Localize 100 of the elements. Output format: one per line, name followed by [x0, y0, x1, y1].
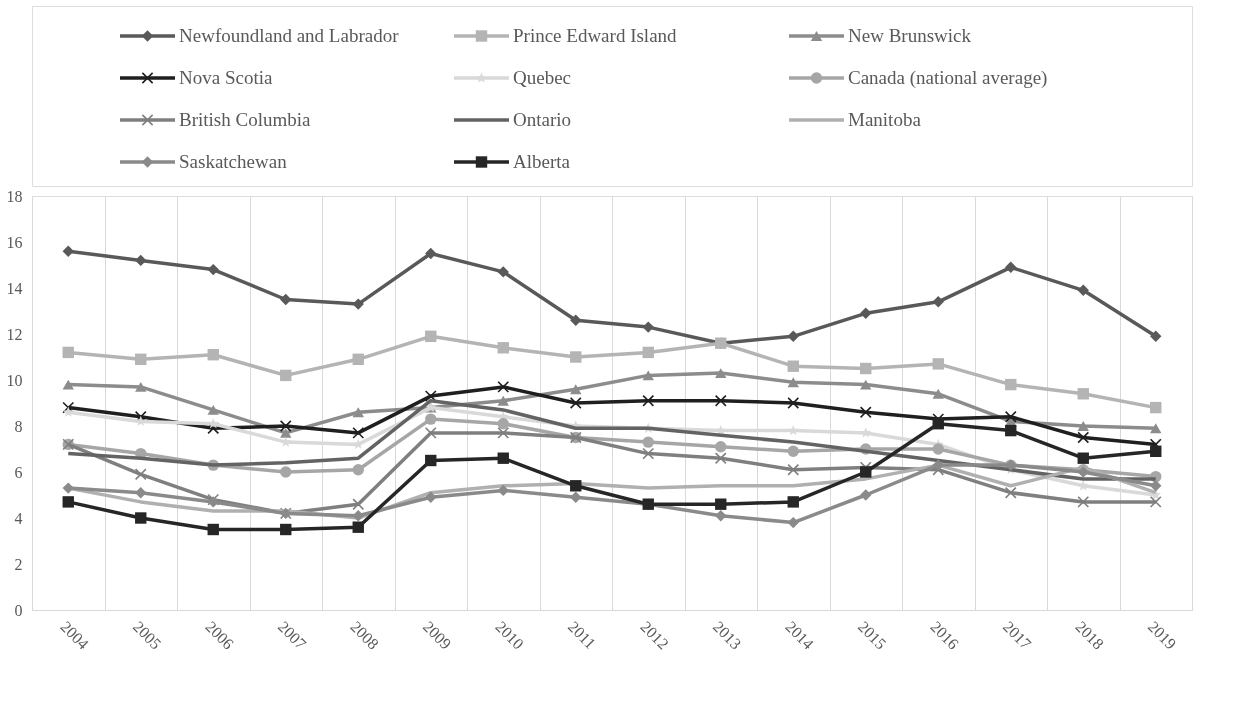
point [715, 498, 727, 510]
point [860, 489, 872, 501]
point [352, 427, 364, 439]
y-tick-label: 8 [14, 417, 23, 435]
y-tick-label: 0 [14, 601, 23, 619]
point [1150, 480, 1162, 492]
point [135, 353, 147, 365]
point [642, 395, 654, 407]
point [425, 413, 437, 425]
point [280, 369, 292, 382]
legend-label: Manitoba [848, 109, 922, 130]
point [135, 487, 147, 499]
point [1077, 388, 1089, 400]
point [497, 381, 509, 393]
point [135, 254, 147, 267]
legend-label: Nova Scotia [179, 67, 273, 88]
x-tick-label: 2017 [999, 617, 1035, 653]
point [1077, 452, 1089, 464]
point [787, 424, 799, 436]
point [787, 464, 799, 476]
point [787, 496, 799, 508]
legend-label: Newfoundland and Labrador [179, 25, 400, 46]
point [932, 388, 944, 399]
point [352, 521, 364, 533]
point [715, 368, 727, 379]
point [715, 395, 727, 407]
point [62, 346, 74, 359]
point [62, 379, 74, 390]
point [62, 245, 74, 257]
point [352, 298, 364, 310]
point [207, 349, 219, 361]
legend-label: Alberta [513, 151, 571, 172]
legend-label: Saskatchewan [179, 151, 288, 172]
point [570, 351, 582, 363]
y-tick-label: 10 [6, 371, 23, 389]
point [207, 404, 219, 415]
point [1005, 487, 1017, 499]
point [1005, 424, 1017, 437]
point [425, 330, 437, 342]
x-tick-label: 2007 [274, 617, 310, 653]
point [642, 321, 654, 333]
point [642, 346, 654, 359]
legend-label: New Brunswick [848, 25, 972, 46]
y-tick-label: 6 [14, 463, 23, 481]
point [1077, 496, 1089, 508]
point [497, 484, 509, 497]
legend-label: Quebec [513, 67, 572, 88]
legend-label: Ontario [513, 109, 572, 130]
legend-label: British Columbia [179, 109, 311, 130]
legend-label: Prince Edward Island [513, 25, 678, 46]
point [1077, 284, 1089, 296]
point [932, 443, 944, 455]
point [860, 362, 872, 375]
point [1150, 401, 1162, 414]
point [497, 418, 509, 430]
point [860, 307, 872, 319]
point [715, 452, 727, 464]
y-tick-label: 12 [6, 325, 23, 343]
point [1077, 421, 1089, 431]
point [352, 353, 364, 365]
y-tick-label: 4 [14, 509, 23, 527]
point [425, 454, 437, 467]
point [62, 482, 74, 494]
point [787, 377, 799, 388]
point [642, 436, 654, 448]
point [860, 406, 872, 418]
point [425, 491, 437, 503]
point [352, 464, 364, 476]
point [1005, 261, 1017, 273]
point [425, 427, 437, 439]
point [207, 523, 219, 536]
point [932, 418, 944, 430]
y-tick-label: 16 [6, 233, 23, 251]
point [280, 523, 292, 536]
point [787, 445, 799, 457]
point [787, 516, 799, 529]
point [135, 512, 147, 524]
point [715, 510, 727, 522]
point [135, 381, 147, 392]
point [62, 496, 74, 508]
point [497, 427, 509, 439]
point [352, 407, 364, 418]
point [425, 247, 437, 260]
point [497, 452, 509, 464]
point [280, 466, 292, 478]
point [787, 360, 799, 372]
point [570, 384, 582, 395]
point [932, 358, 944, 370]
point [1005, 378, 1017, 391]
point [280, 427, 292, 438]
y-tick-label: 2 [14, 555, 23, 573]
point [642, 370, 654, 381]
point [860, 466, 872, 478]
y-tick-label: 14 [6, 279, 23, 297]
point [62, 406, 74, 417]
point [715, 441, 727, 453]
point [497, 395, 509, 406]
point [352, 498, 364, 510]
point [932, 296, 944, 308]
point [1150, 445, 1162, 457]
